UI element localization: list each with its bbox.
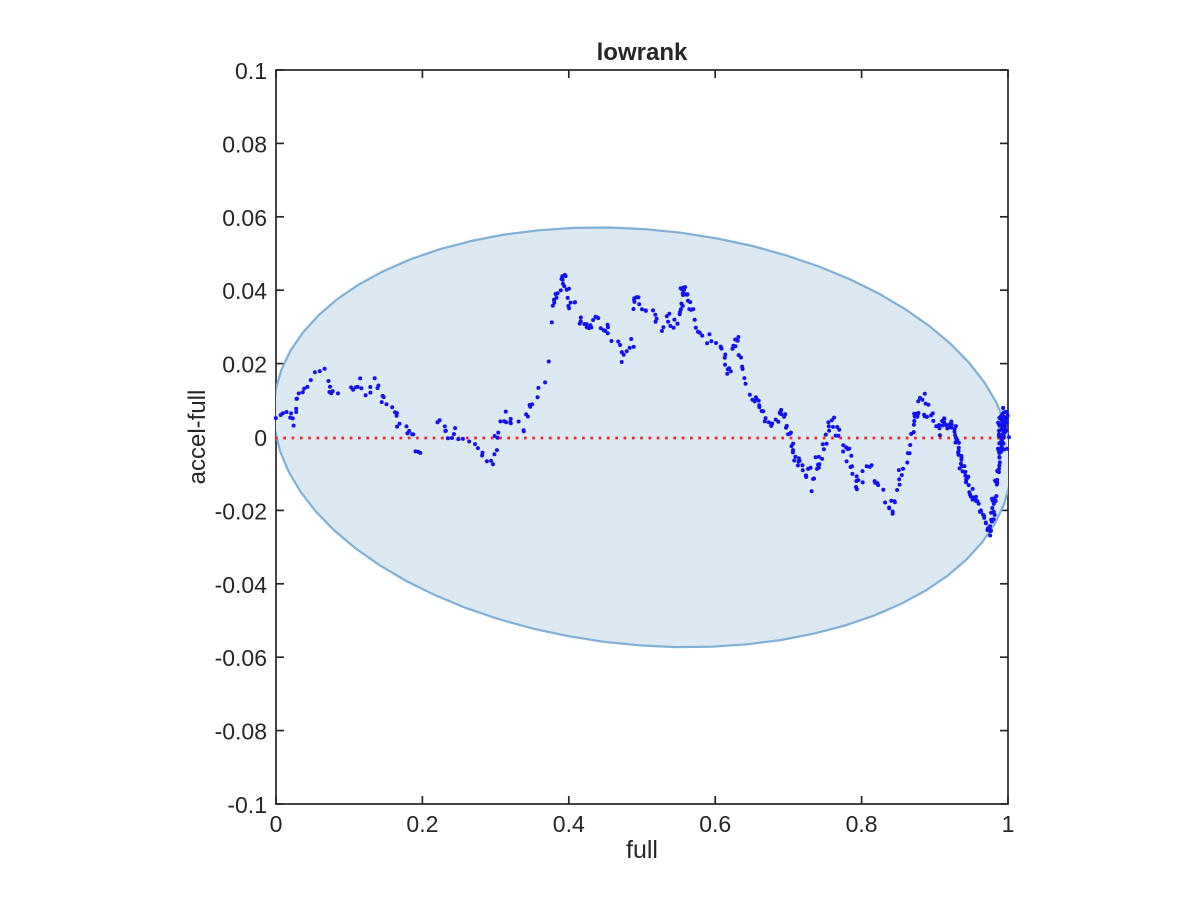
svg-text:full: full xyxy=(626,836,658,864)
svg-text:-0.1: -0.1 xyxy=(227,792,267,818)
svg-text:0.06: 0.06 xyxy=(222,205,267,231)
svg-text:0.2: 0.2 xyxy=(406,811,438,837)
svg-text:lowrank: lowrank xyxy=(597,39,688,66)
svg-text:0.6: 0.6 xyxy=(699,811,731,837)
svg-text:-0.04: -0.04 xyxy=(215,572,268,598)
svg-text:0.08: 0.08 xyxy=(222,131,267,157)
svg-text:-0.02: -0.02 xyxy=(215,498,267,524)
svg-text:0.4: 0.4 xyxy=(553,811,585,837)
svg-text:0.8: 0.8 xyxy=(846,811,878,837)
svg-text:1: 1 xyxy=(1002,811,1015,837)
svg-text:0: 0 xyxy=(270,811,283,837)
svg-text:0.02: 0.02 xyxy=(222,352,267,378)
svg-text:0.1: 0.1 xyxy=(235,58,267,84)
svg-text:-0.08: -0.08 xyxy=(215,719,267,745)
svg-text:0.04: 0.04 xyxy=(222,278,267,304)
svg-text:accel-full: accel-full xyxy=(184,390,211,485)
svg-text:0: 0 xyxy=(254,425,267,451)
svg-text:-0.06: -0.06 xyxy=(215,645,267,671)
